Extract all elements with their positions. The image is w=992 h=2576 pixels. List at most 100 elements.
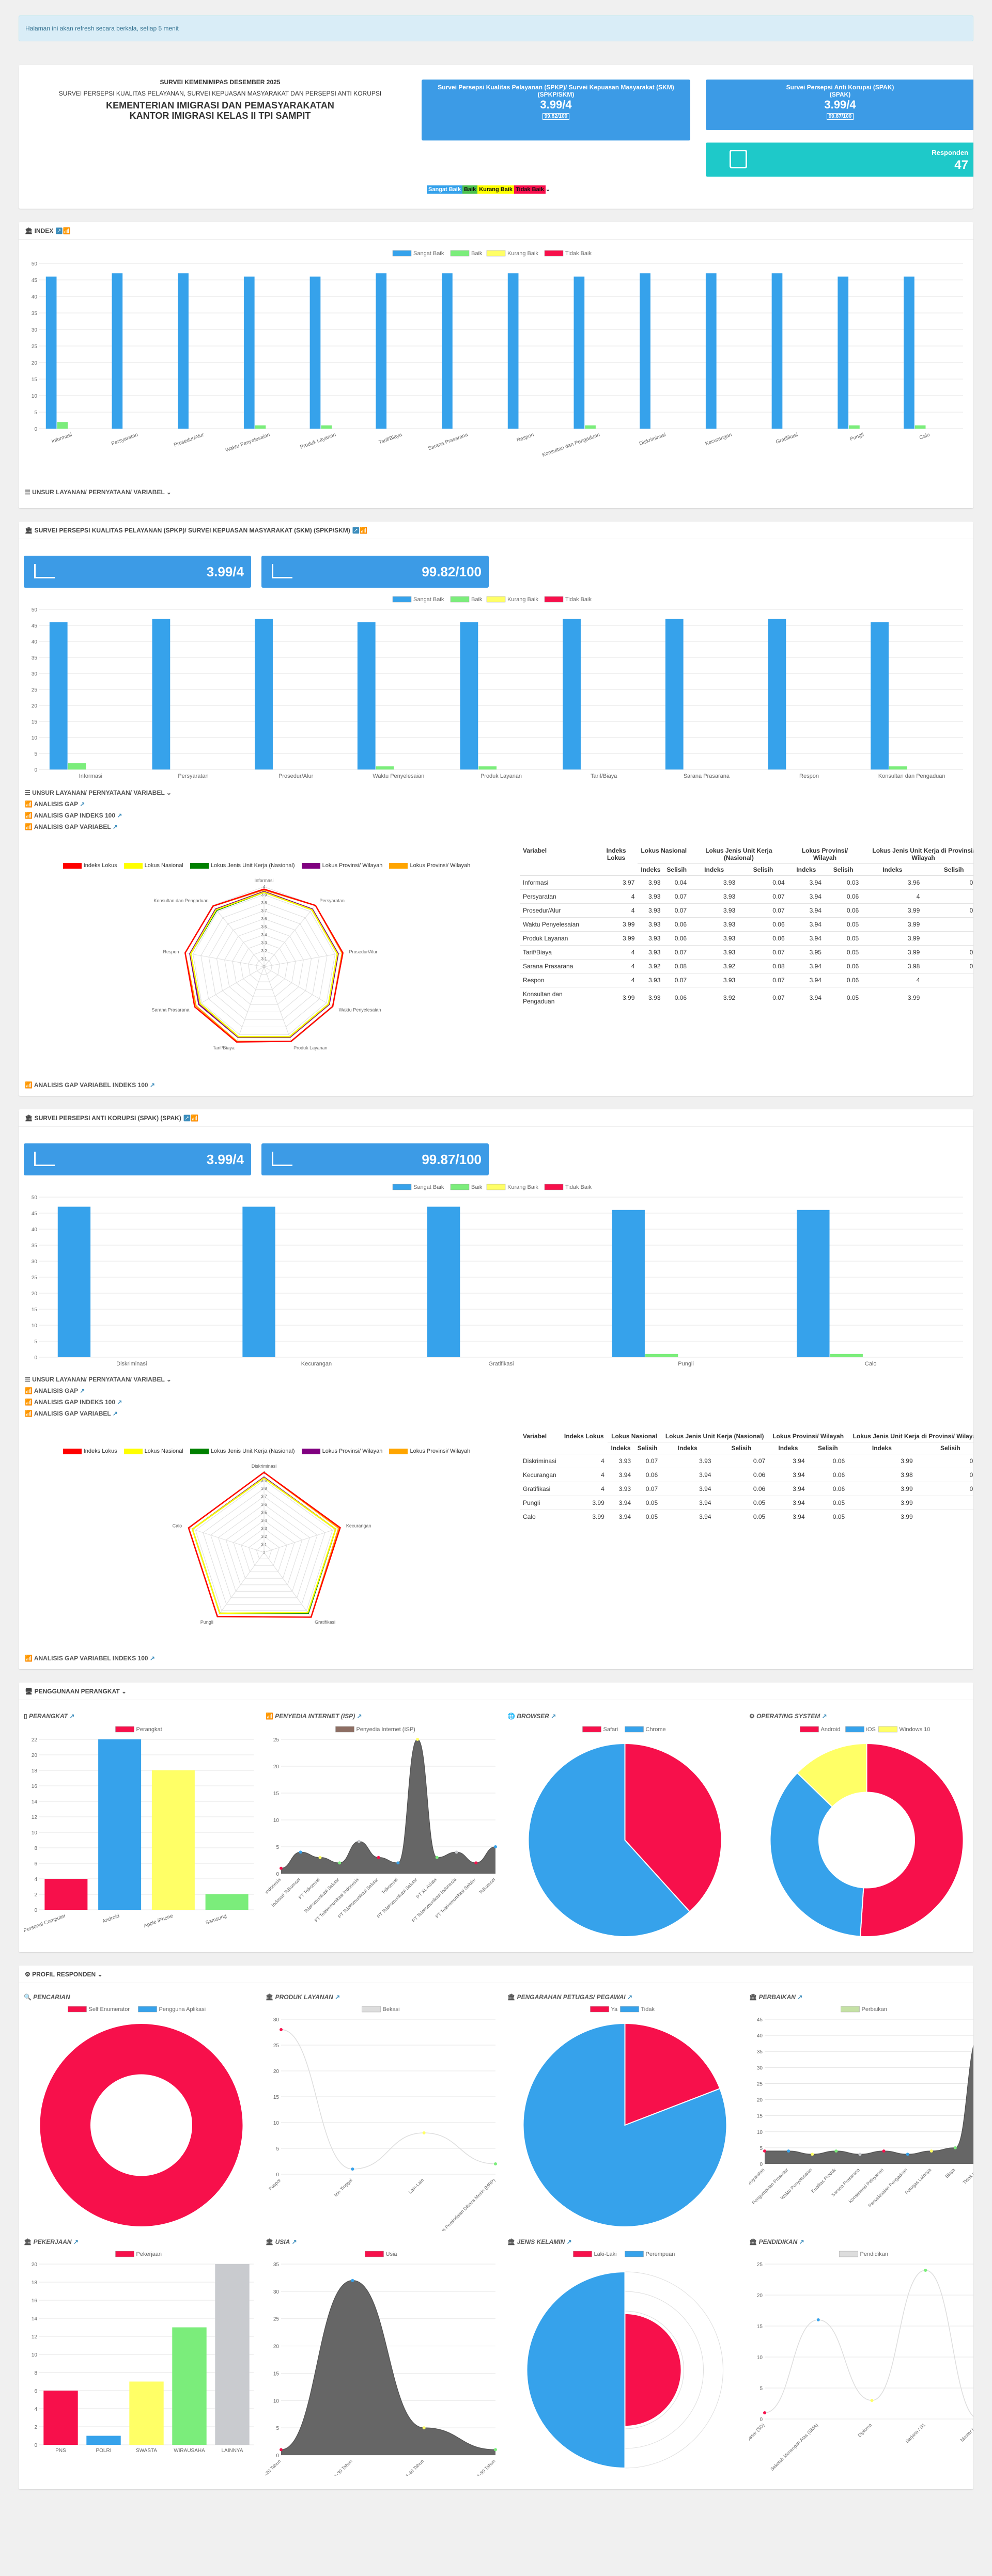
table-subheader: Selisih: [663, 863, 690, 876]
y-tick-label: 10: [273, 1818, 280, 1824]
bar: [563, 619, 581, 769]
x-tick-label: Petugas Lainnya: [904, 2167, 932, 2195]
spak-link-gap[interactable]: 📶 ANALISIS GAP ↗: [25, 1387, 85, 1394]
table-cell: 3.99: [594, 931, 638, 946]
pie-slice: [624, 2022, 721, 2126]
bar: [57, 1206, 91, 1357]
y-tick-label: 15: [32, 377, 38, 383]
table-cell: 3.94: [787, 889, 825, 904]
table-subheader: Selisih: [916, 1442, 973, 1454]
pendidikan-title-text: PENDIDIKAN: [758, 2238, 798, 2245]
legend-swatch: [625, 2251, 644, 2257]
legend-swatch: [115, 1726, 134, 1733]
table-cell: 0.02: [916, 1468, 973, 1482]
bar: [507, 273, 519, 429]
y-tick-label: 15: [273, 2095, 280, 2100]
radar-axis: [264, 966, 334, 1007]
data-point: [422, 2131, 426, 2134]
bar: [797, 1210, 830, 1357]
doughnut-hole: [90, 2074, 192, 2176]
x-tick-label: Pungli: [849, 432, 865, 442]
y-tick-label: 14: [32, 1799, 38, 1805]
spkp-link-gapvar[interactable]: 📶 ANALISIS GAP VARIABEL ↗: [25, 823, 118, 830]
y-tick-label: 10: [757, 2130, 763, 2135]
data-point: [280, 2028, 283, 2031]
legend-label: Lokus Jenis Unit Kerja (Nasional): [210, 862, 295, 869]
spkp-link-gapvar100[interactable]: 📶 ANALISIS GAP VARIABEL INDEKS 100 ↗: [25, 1081, 155, 1089]
spkp-summary-box[interactable]: Survei Persepsi Kualitas Pelayanan (SPKP…: [422, 80, 690, 140]
chart-line-icon[interactable]: ↗📶: [55, 227, 71, 234]
table-cell: 0.07: [663, 889, 690, 904]
pencarian-doughnut-chart: Self Enumerator Pengguna Aplikasi: [39, 2006, 244, 2227]
spak-link-gapvar100[interactable]: 📶 ANALISIS GAP VARIABEL INDEKS 100 ↗: [25, 1655, 155, 1662]
bar: [357, 622, 376, 769]
chevron-down-icon[interactable]: ⌄: [545, 186, 551, 193]
index-unsur-link[interactable]: ☰ UNSUR LAYANAN/ PERNYATAAN/ VARIABEL ⌄: [25, 489, 172, 496]
x-tick-label: Penyelesaian Pengaduan: [867, 2167, 908, 2208]
y-tick-label: 12: [32, 2334, 38, 2340]
legend-label: Penyedia Internet (ISP): [357, 1726, 415, 1733]
chevron-down-icon[interactable]: ⌄: [97, 1971, 103, 1978]
table-cell: 3.94: [768, 1468, 808, 1482]
x-tick-label: Calo: [919, 432, 931, 441]
y-tick-label: 4: [34, 1877, 37, 1882]
y-tick-label: 20: [273, 2344, 280, 2350]
usia-area-chart: Usia 0 5 10 15 20 25 30 35 15-20 Tahun 21-30 Tahun…: [266, 2251, 497, 2476]
x-tick-label: Apple iPhone: [143, 1913, 174, 1929]
spak-link-gap100[interactable]: 📶 ANALISIS GAP INDEKS 100 ↗: [25, 1399, 122, 1406]
spkp-link-gap[interactable]: 📶 ANALISIS GAP ↗: [25, 800, 85, 808]
x-tick-label: Informasi: [79, 773, 102, 779]
x-tick-label: Sekolah Menengah Atas (SMA): [769, 2422, 819, 2472]
legend-label: Tidak: [641, 2006, 655, 2013]
spkp-link-gap100[interactable]: 📶 ANALISIS GAP INDEKS 100 ↗: [25, 812, 122, 819]
table-cell: 3.99: [862, 945, 923, 960]
x-tick-label: Telkomsel: [478, 1877, 496, 1895]
spak-link-unsur[interactable]: ☰ UNSUR LAYANAN/ PERNYATAAN/ VARIABEL ⌄: [25, 1376, 172, 1383]
spak-index-box: 99.87/100: [261, 1143, 489, 1175]
respondent-box[interactable]: Responden 47: [706, 143, 973, 177]
y-tick-label: 45: [32, 278, 38, 284]
y-tick-label: 22: [32, 1737, 38, 1743]
bar: [904, 276, 915, 429]
doughnut-hole: [818, 1792, 915, 1889]
bar: [86, 2436, 121, 2445]
table-cell: 3.99: [862, 917, 923, 932]
legend-swatch: [486, 1184, 506, 1190]
legend-label: Lokus Nasional: [144, 1448, 183, 1454]
device-usage-title: 🖥 PENGGUNAAN PERANGKAT ⌄: [19, 1683, 973, 1700]
legend-swatch: [335, 1726, 354, 1733]
chevron-down-icon[interactable]: ⌄: [121, 1688, 127, 1695]
table-cell: 3.93: [690, 945, 739, 960]
table-cell: Pungli: [520, 1496, 561, 1510]
chart-line-icon[interactable]: ↗📶: [183, 1114, 199, 1122]
pill-sangat-baik: Sangat Baik: [427, 185, 462, 194]
table-cell: 3.98: [848, 1468, 916, 1482]
spkp-summary-badge: 99.82/100: [542, 113, 570, 120]
x-tick-label: Sarana Prasarana: [684, 773, 730, 779]
x-tick-label: Sarana Prasarana: [427, 432, 469, 451]
series-line: [281, 2029, 496, 2170]
usia-title: 🏛 USIA ↗: [266, 2238, 297, 2245]
table-header: Indeks Lokus: [560, 1431, 608, 1454]
bar: [427, 1206, 460, 1357]
spkp-link-unsur[interactable]: ☰ UNSUR LAYANAN/ PERNYATAAN/ VARIABEL ⌄: [25, 789, 172, 796]
table-cell: 3.99: [862, 903, 923, 918]
radar-grid: [256, 1544, 272, 1560]
area-fill: [765, 2046, 973, 2164]
y-tick-label: 4: [34, 2407, 37, 2412]
radar-axis-label: Respon: [163, 949, 179, 954]
y-tick-label: 20: [32, 360, 38, 366]
legend-swatch: [138, 2006, 157, 2013]
table-cell: 4: [560, 1468, 608, 1482]
legend-swatch: [115, 2251, 134, 2257]
y-tick-label: 2: [34, 2425, 37, 2430]
spak-summary-box[interactable]: Survei Persepsi Anti Korupsi (SPAK) (SPA…: [706, 80, 973, 130]
spak-card-title: 🏛 SURVEI PERSEPSI ANTI KORUPSI (SPAK) (S…: [19, 1109, 973, 1127]
data-point: [816, 2318, 820, 2321]
spak-link-gapvar[interactable]: 📶 ANALISIS GAP VARIABEL ↗: [25, 1410, 118, 1417]
y-tick-label: 10: [32, 1323, 38, 1329]
table-cell: 3.92: [638, 959, 664, 973]
chart-line-icon[interactable]: ↗📶: [352, 527, 368, 534]
legend-label: Sangat Baik: [413, 596, 444, 603]
